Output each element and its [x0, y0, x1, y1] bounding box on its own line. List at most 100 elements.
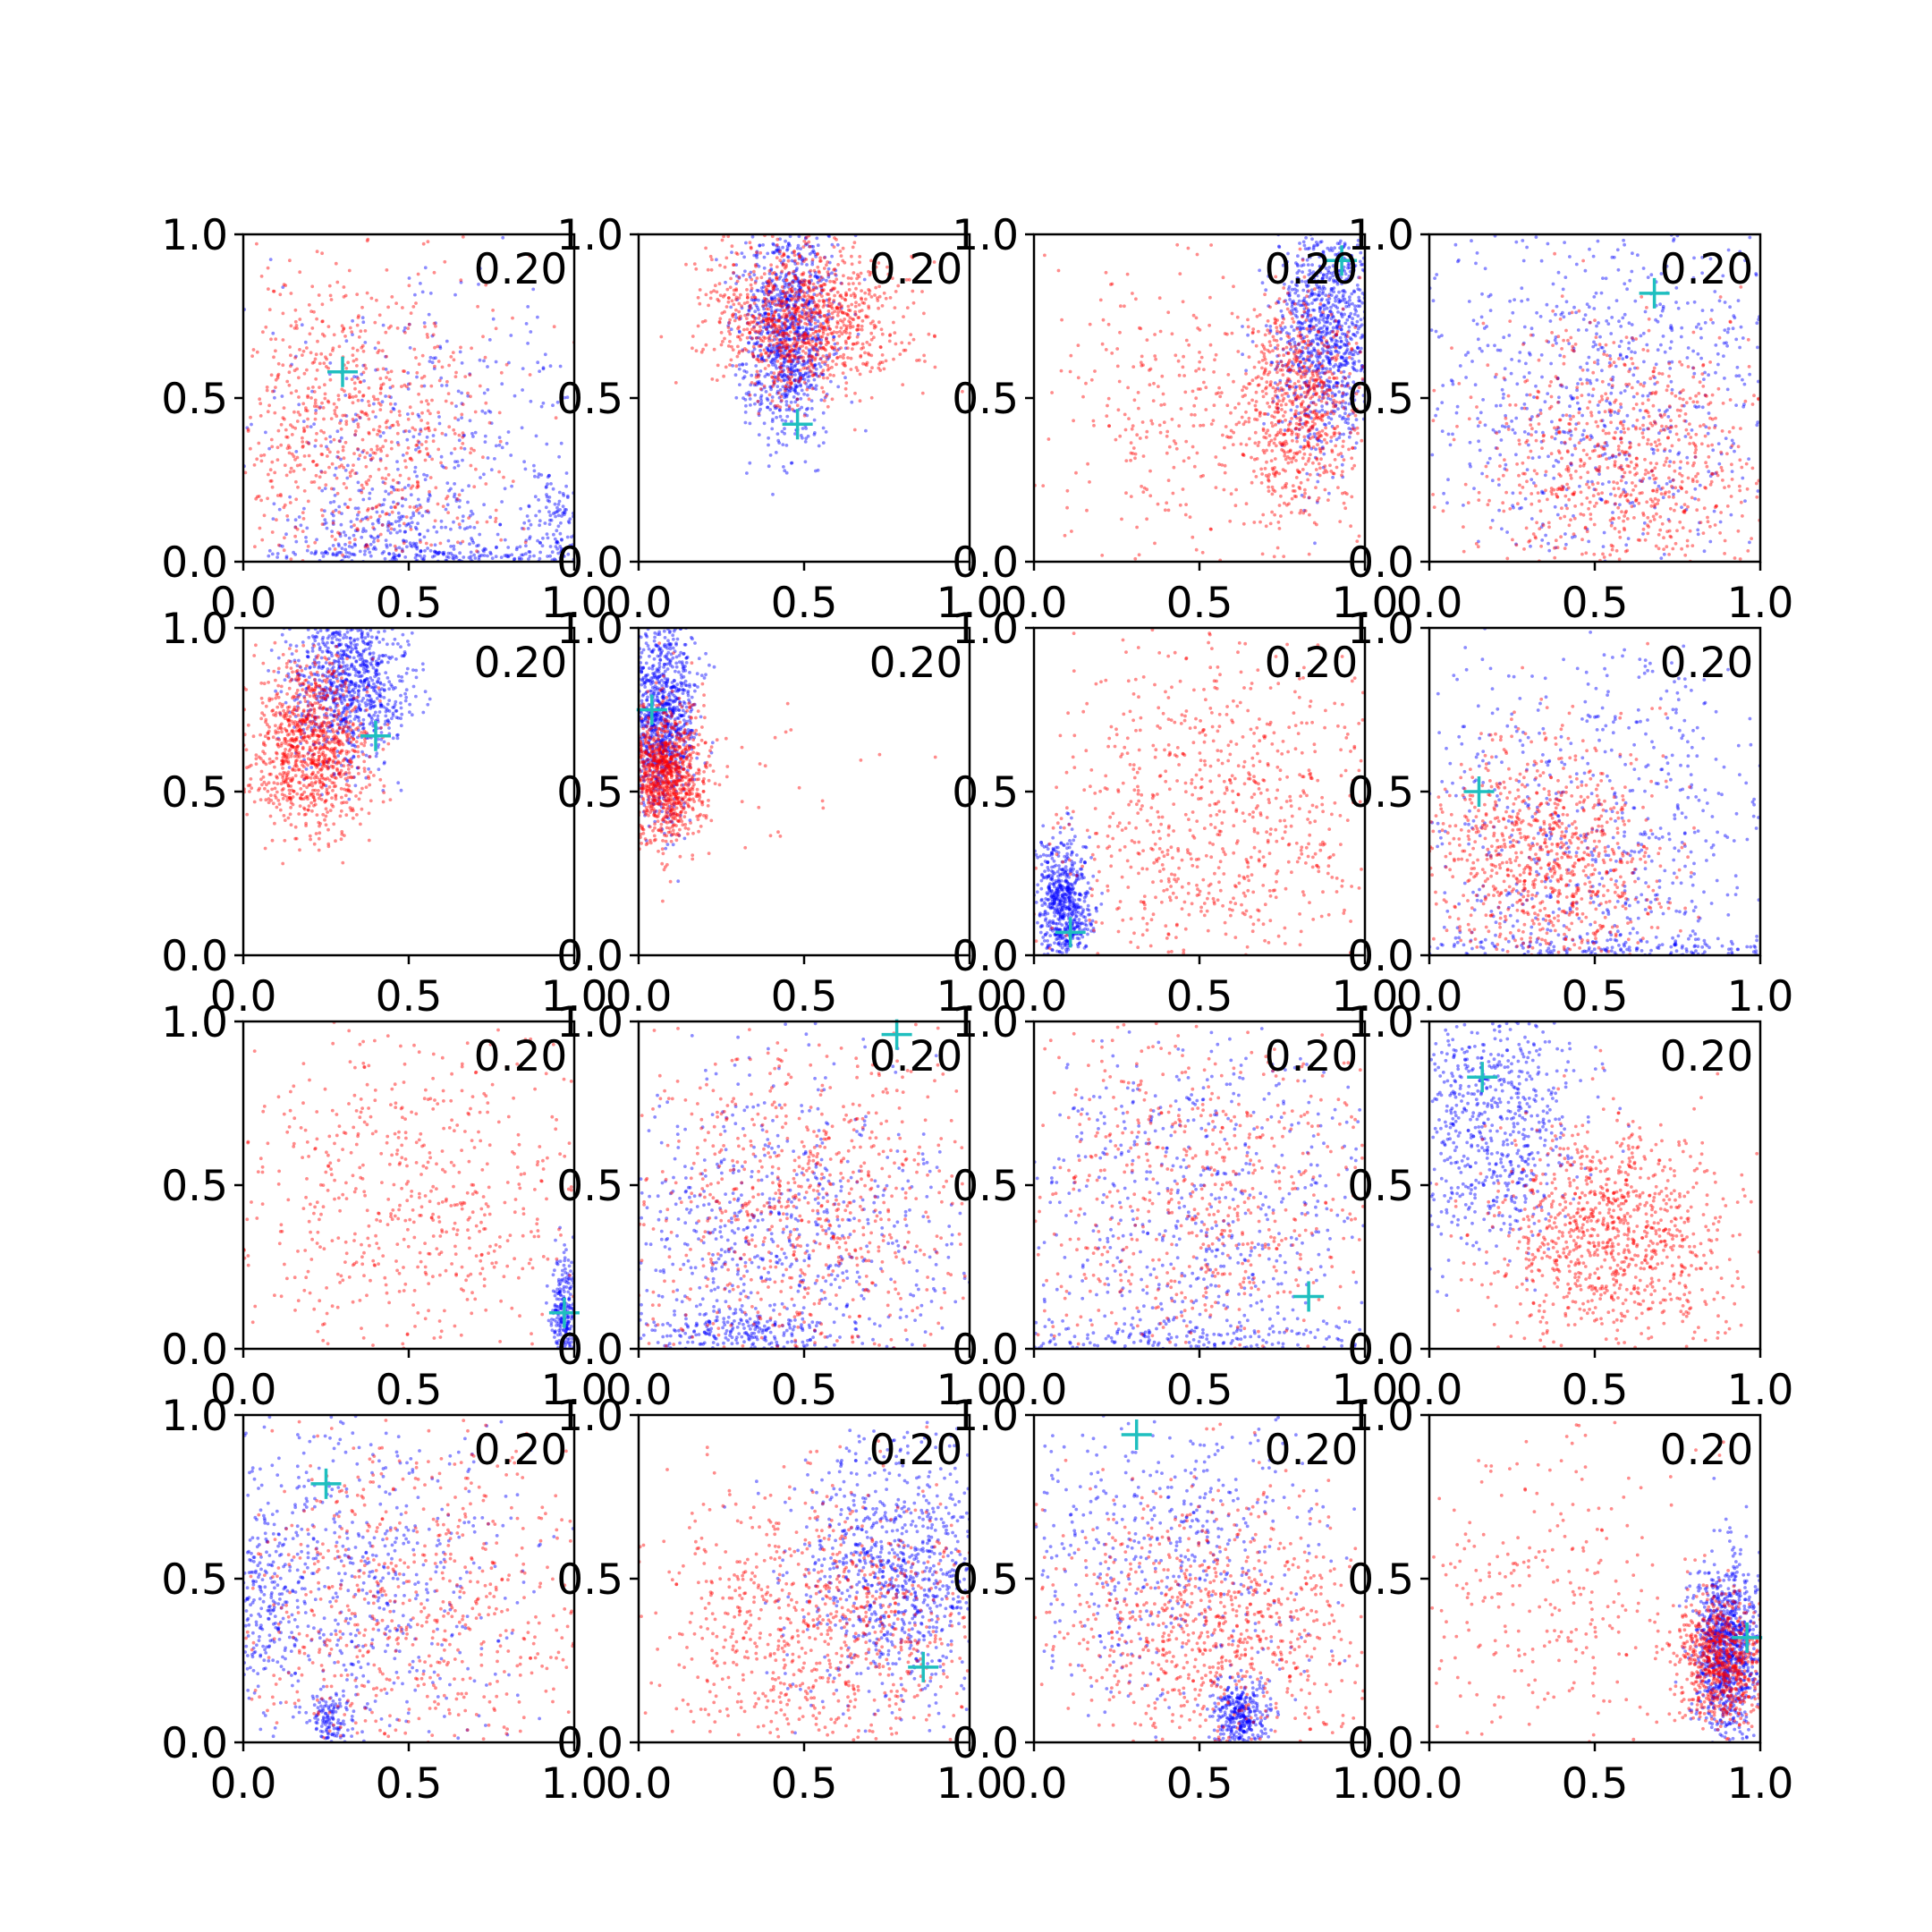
- blue-point: [814, 274, 818, 278]
- blue-point: [1301, 314, 1305, 318]
- blue-point: [780, 375, 784, 379]
- blue-point: [1300, 279, 1304, 284]
- blue-point: [820, 326, 824, 330]
- red-point: [757, 344, 761, 348]
- blue-point: [752, 342, 757, 346]
- red-point: [1266, 328, 1270, 333]
- red-point: [840, 296, 844, 300]
- red-point: [818, 328, 821, 333]
- red-point: [283, 417, 286, 421]
- blue-point: [795, 329, 800, 333]
- red-point: [259, 459, 264, 463]
- red-point: [841, 371, 845, 375]
- blue-point: [748, 421, 752, 426]
- blue-point: [493, 457, 496, 461]
- red-point: [430, 398, 434, 402]
- blue-point: [1335, 324, 1340, 327]
- red-point: [329, 417, 334, 420]
- red-point: [748, 241, 752, 245]
- red-point: [860, 289, 863, 292]
- blue-point: [755, 305, 759, 309]
- red-point: [347, 393, 352, 396]
- blue-point: [344, 555, 348, 558]
- red-point: [484, 401, 488, 405]
- blue-point: [437, 421, 442, 426]
- blue-point: [766, 281, 769, 285]
- blue-point: [741, 363, 745, 367]
- blue-point: [785, 393, 790, 396]
- red-point: [348, 540, 352, 545]
- red-point: [426, 426, 430, 430]
- blue-point: [1355, 330, 1360, 335]
- blue-point: [757, 381, 761, 386]
- red-point: [363, 329, 368, 333]
- blue-point: [1352, 362, 1357, 366]
- blue-point: [1352, 333, 1356, 336]
- blue-point: [797, 337, 801, 342]
- red-point: [430, 457, 434, 462]
- red-point: [342, 456, 346, 461]
- red-point: [801, 294, 806, 298]
- red-point: [750, 327, 754, 332]
- blue-point: [793, 299, 798, 303]
- x-tick-label: 0.5: [771, 579, 838, 628]
- red-point: [886, 272, 891, 276]
- blue-point: [789, 461, 793, 465]
- red-point: [728, 332, 733, 336]
- red-point: [737, 316, 741, 320]
- blue-point: [461, 458, 464, 462]
- blue-point: [730, 250, 733, 254]
- blue-point: [1325, 341, 1329, 344]
- red-point: [1319, 457, 1323, 462]
- red-point: [792, 275, 797, 278]
- red-point: [840, 332, 844, 336]
- red-point: [258, 526, 262, 530]
- red-point: [400, 385, 403, 388]
- blue-point: [748, 304, 752, 308]
- blue-point: [780, 305, 784, 309]
- red-point: [922, 311, 926, 316]
- blue-point: [774, 272, 778, 276]
- blue-point: [363, 341, 368, 344]
- red-point: [1287, 385, 1292, 389]
- red-point: [324, 436, 328, 441]
- red-point: [798, 345, 802, 349]
- blue-point: [766, 405, 770, 410]
- red-point: [432, 321, 436, 326]
- red-point: [831, 316, 835, 319]
- red-point: [835, 321, 840, 326]
- blue-point: [413, 470, 417, 474]
- blue-point: [1246, 333, 1250, 337]
- red-point: [852, 271, 856, 275]
- blue-point: [1352, 367, 1356, 371]
- blue-point: [445, 339, 449, 343]
- blue-point: [1334, 334, 1338, 337]
- blue-point: [1326, 319, 1330, 324]
- red-point: [784, 263, 788, 267]
- red-point: [748, 393, 752, 397]
- blue-point: [756, 400, 760, 403]
- red-point: [1314, 468, 1318, 471]
- blue-point: [1324, 333, 1327, 337]
- blue-point: [1360, 262, 1365, 267]
- red-point: [1252, 308, 1257, 312]
- blue-point: [1343, 342, 1346, 346]
- red-point: [843, 311, 846, 315]
- blue-point: [1290, 360, 1294, 364]
- red-point: [386, 419, 389, 423]
- blue-point: [787, 406, 792, 410]
- blue-point: [1306, 390, 1309, 394]
- blue-point: [466, 500, 470, 504]
- red-point: [819, 284, 824, 288]
- blue-point: [743, 269, 747, 274]
- blue-point: [337, 550, 342, 555]
- blue-point: [428, 355, 433, 360]
- blue-point: [825, 393, 829, 396]
- red-point: [904, 277, 909, 282]
- red-point: [1295, 351, 1300, 355]
- blue-point: [780, 393, 784, 396]
- blue-point: [826, 275, 831, 279]
- blue-point: [1305, 357, 1309, 361]
- blue-point: [331, 553, 335, 557]
- red-point: [386, 370, 390, 375]
